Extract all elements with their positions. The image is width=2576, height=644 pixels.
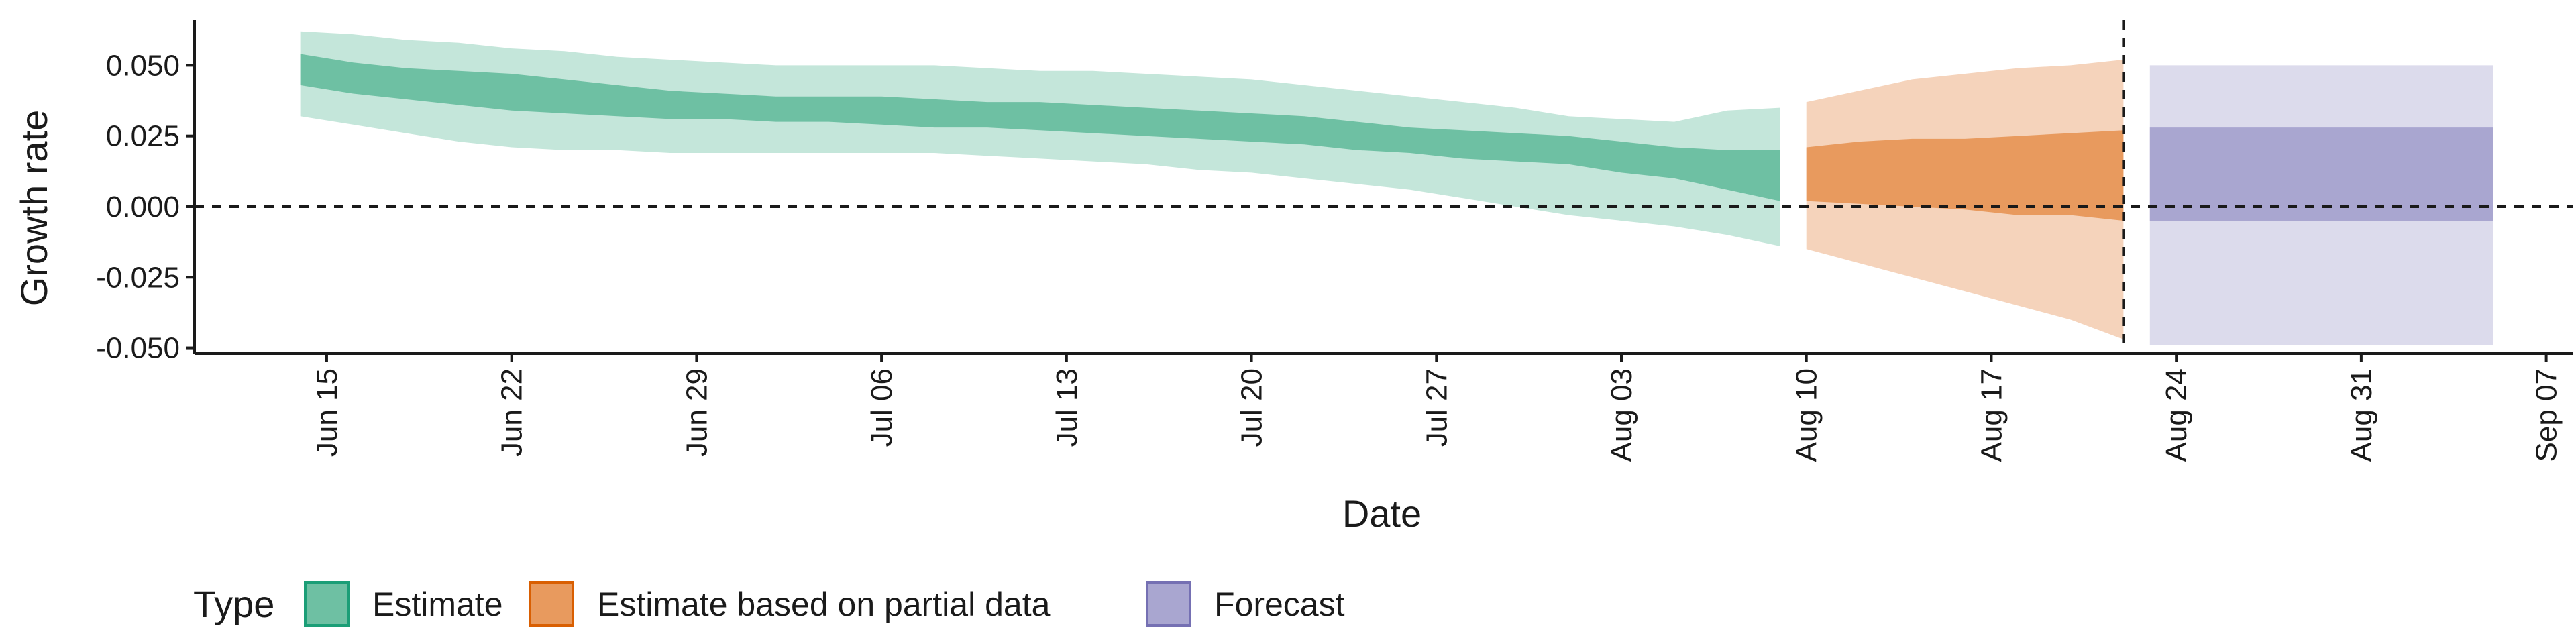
legend-swatch: [529, 581, 574, 627]
x-axis-title: Date: [1342, 492, 1421, 535]
y-tick-label: 0.000: [106, 191, 180, 223]
x-tick-label: Sep 07: [2530, 368, 2563, 462]
y-tick-label: 0.050: [106, 49, 180, 82]
x-tick-label: Aug 24: [2160, 368, 2193, 462]
x-tick-label: Aug 31: [2345, 368, 2378, 462]
band-inner-estimate: [300, 54, 1780, 201]
legend: Type Estimate Estimate based on partial d…: [193, 581, 1345, 627]
x-tick-label: Jun 29: [680, 368, 713, 457]
x-tick-label: Jul 06: [865, 368, 898, 447]
legend-swatch: [1146, 581, 1191, 627]
x-tick-label: Jul 20: [1236, 368, 1269, 447]
y-axis-title: Growth rate: [13, 110, 55, 307]
reference-lines: [195, 20, 2573, 354]
legend-swatch: [304, 581, 350, 627]
axes: [186, 20, 2573, 362]
legend-title: Type: [193, 583, 274, 625]
band-inner-estimate-based-on-partial-data: [1806, 130, 2124, 221]
x-tick-label: Jun 15: [311, 368, 343, 457]
legend-label: Estimate: [372, 586, 503, 623]
legend-label: Estimate based on partial data: [597, 586, 1051, 623]
legend-label: Forecast: [1214, 586, 1345, 623]
bands-layer: [300, 31, 2493, 345]
x-tick-label: Jul 13: [1051, 368, 1083, 447]
x-tick-label: Aug 17: [1975, 368, 2008, 462]
y-tick-label: -0.050: [96, 332, 180, 365]
y-tick-label: 0.025: [106, 120, 180, 153]
x-tick-label: Aug 10: [1790, 368, 1823, 462]
x-tick-label: Aug 03: [1605, 368, 1638, 462]
x-tick-label: Jun 22: [496, 368, 529, 457]
y-tick-label: -0.025: [96, 261, 180, 294]
tick-labels: 0.050 0.025 0.000 -0.025 -0.050 Jun 15 Jun 22 J…: [96, 49, 2563, 462]
band-outer-estimate: [300, 31, 1780, 246]
x-tick-label: Jul 27: [1420, 368, 1453, 447]
band-inner-forecast: [2149, 127, 2493, 221]
